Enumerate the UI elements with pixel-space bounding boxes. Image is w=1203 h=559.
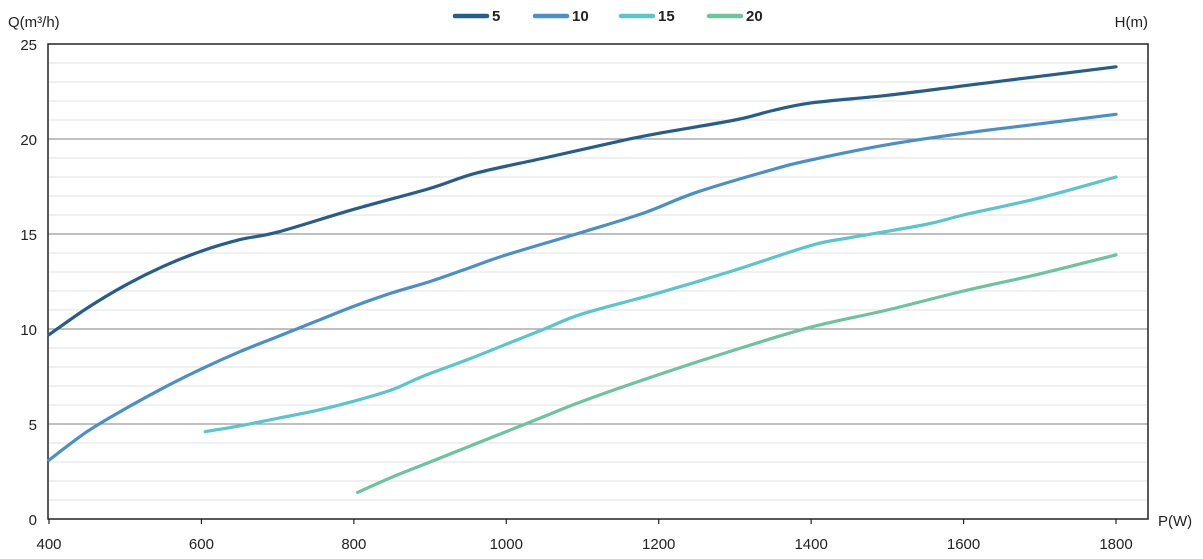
x-tick-label: 800 <box>341 536 366 553</box>
series-line-10 <box>47 112 1118 462</box>
x-tick-label: 400 <box>36 536 61 553</box>
y-tick-label: 5 <box>29 417 37 434</box>
legend-label-5: 5 <box>492 8 500 25</box>
x-tick-label: 1800 <box>1099 536 1132 553</box>
y-tick-label: 0 <box>29 512 37 529</box>
y-axis-label: Q(m³/h) <box>8 14 60 31</box>
legend-label-10: 10 <box>572 8 589 25</box>
legend-label-20: 20 <box>746 8 763 25</box>
plot-frame <box>47 43 1149 520</box>
y-tick-label: 15 <box>20 227 37 244</box>
y-tick-label: 20 <box>20 132 37 149</box>
y-axis-ticks: 0 5 10 15 20 25 <box>20 37 37 529</box>
x-tick-label: 1000 <box>490 536 523 553</box>
x-tick-label: 1400 <box>794 536 827 553</box>
y-tick-label: 25 <box>20 37 37 54</box>
legend-title: H(m) <box>1115 14 1148 31</box>
major-gridlines <box>48 138 1148 425</box>
x-tick-label: 600 <box>189 536 214 553</box>
x-tick-label: 1600 <box>947 536 980 553</box>
x-axis-ticks: 400 600 800 1000 1200 1400 1600 1800 <box>36 519 1133 553</box>
legend-label-15: 15 <box>658 8 675 25</box>
series-layer <box>47 65 1118 494</box>
series-line-20 <box>356 253 1118 494</box>
legend: 5 10 15 20 <box>452 8 763 25</box>
x-axis-label: P(W) <box>1158 513 1192 530</box>
x-tick-label: 1200 <box>642 536 675 553</box>
series-line-5 <box>47 65 1118 337</box>
series-line-15 <box>203 175 1118 434</box>
y-tick-label: 10 <box>20 322 37 339</box>
